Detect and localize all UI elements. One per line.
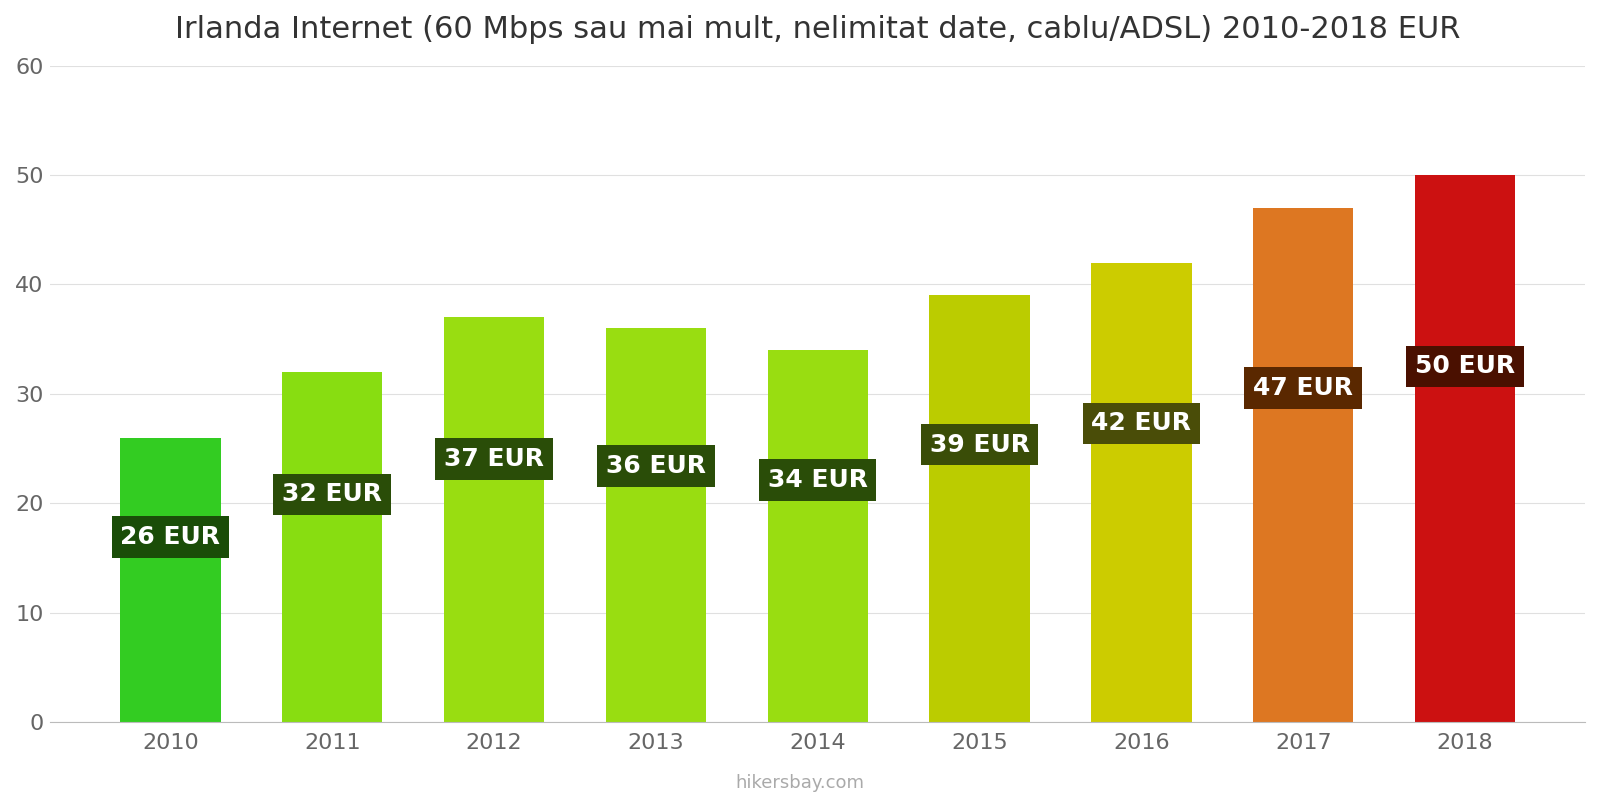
Text: 50 EUR: 50 EUR: [1414, 354, 1515, 378]
Text: 42 EUR: 42 EUR: [1091, 411, 1192, 435]
Text: 36 EUR: 36 EUR: [606, 454, 706, 478]
Bar: [120, 438, 221, 722]
Bar: [282, 372, 382, 722]
Text: 39 EUR: 39 EUR: [930, 433, 1029, 457]
Text: 37 EUR: 37 EUR: [445, 447, 544, 471]
Text: 47 EUR: 47 EUR: [1253, 376, 1354, 400]
Text: 26 EUR: 26 EUR: [120, 525, 221, 549]
Bar: [1091, 262, 1192, 722]
Bar: [1414, 175, 1515, 722]
Bar: [1253, 208, 1354, 722]
Text: 34 EUR: 34 EUR: [768, 468, 867, 492]
Bar: [606, 328, 706, 722]
Bar: [768, 350, 867, 722]
Title: Irlanda Internet (60 Mbps sau mai mult, nelimitat date, cablu/ADSL) 2010-2018 EU: Irlanda Internet (60 Mbps sau mai mult, …: [174, 15, 1461, 44]
Bar: [443, 318, 544, 722]
Text: hikersbay.com: hikersbay.com: [736, 774, 864, 792]
Bar: [930, 295, 1030, 722]
Text: 32 EUR: 32 EUR: [282, 482, 382, 506]
